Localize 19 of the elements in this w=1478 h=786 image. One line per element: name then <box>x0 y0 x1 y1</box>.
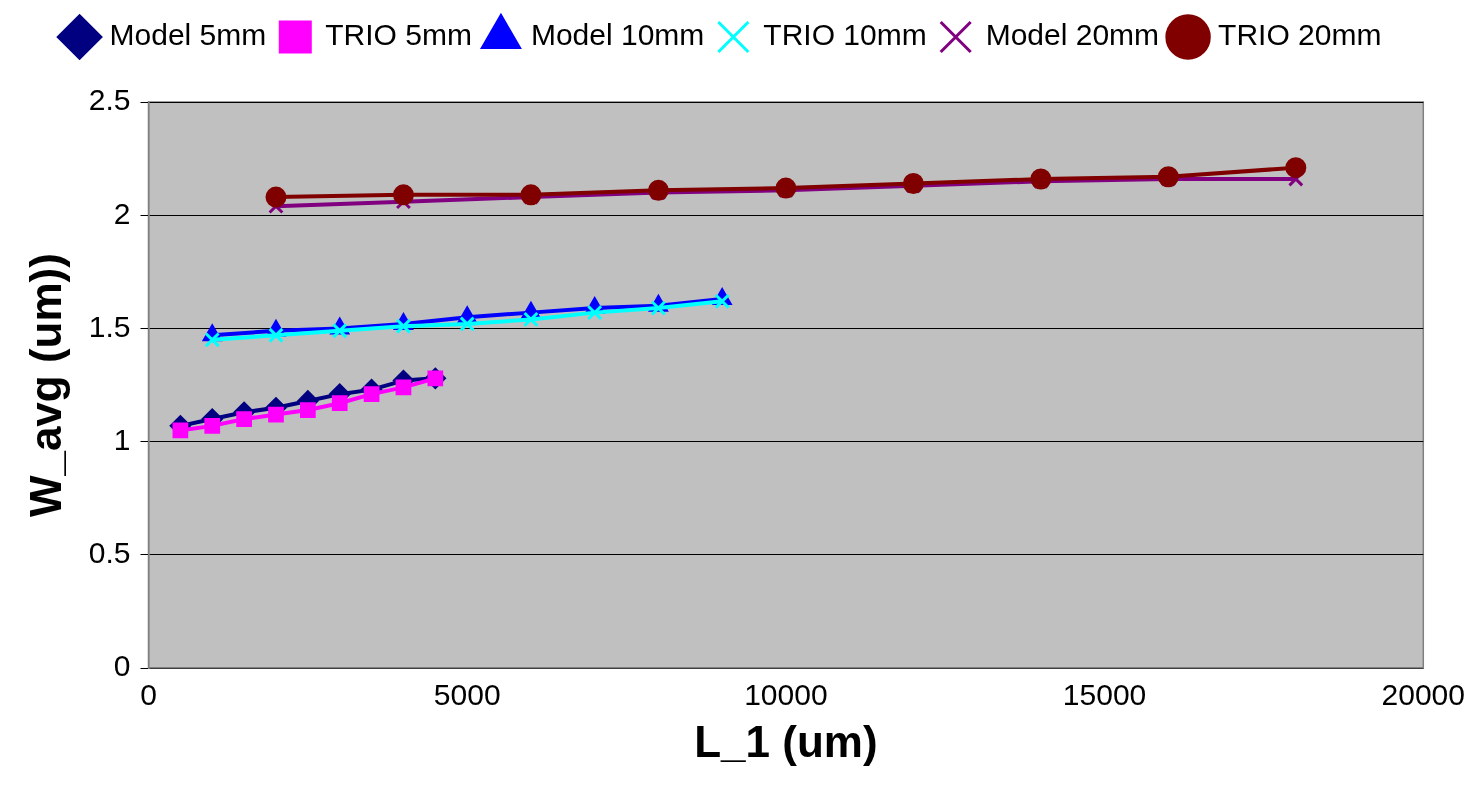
x-tick-label: 20000 <box>1381 678 1466 712</box>
x-tick-label: 0 <box>140 678 157 712</box>
x-tick-label: 5000 <box>433 678 501 712</box>
y-tick-label: 1.5 <box>88 309 131 343</box>
y-tick-label: 1 <box>113 422 131 456</box>
x-tick-label: 15000 <box>1062 678 1147 712</box>
y-tick-label: 2 <box>113 196 131 230</box>
legend-label: TRIO 20mm <box>1218 18 1382 52</box>
y-tick-label: 0.5 <box>88 536 131 570</box>
legend-label: Model 10mm <box>530 18 705 52</box>
legend-label: TRIO 10mm <box>763 18 927 52</box>
x-tick-label: 10000 <box>744 678 828 712</box>
y-tick-label: 2.5 <box>88 83 131 117</box>
y-axis-title: W_avg (um)) <box>20 253 70 518</box>
legend-label: Model 5mm <box>109 18 267 52</box>
legend-label: Model 20mm <box>985 18 1160 52</box>
y-tick-label: 0 <box>113 649 131 683</box>
legend-label: TRIO 5mm <box>325 18 472 52</box>
x-axis-title: L_1 (um) <box>694 716 878 766</box>
